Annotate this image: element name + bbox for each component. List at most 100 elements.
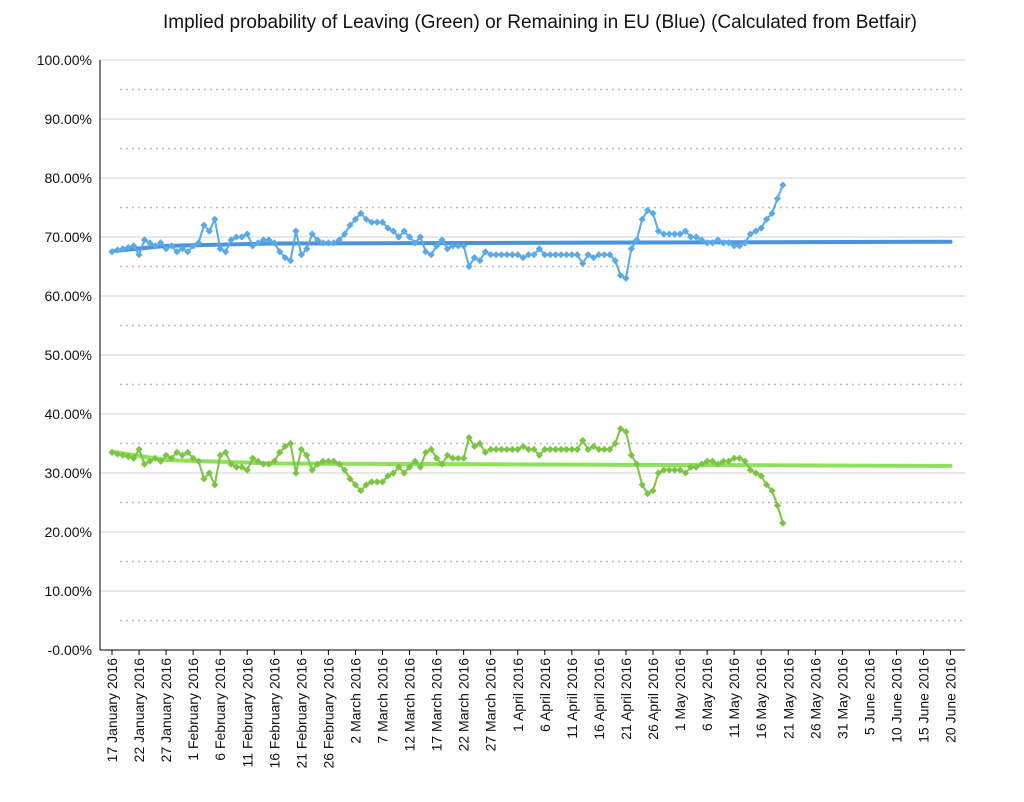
marker <box>270 239 278 247</box>
marker <box>146 457 154 465</box>
marker <box>643 490 652 498</box>
marker <box>676 466 684 474</box>
marker <box>319 239 327 247</box>
marker <box>508 251 516 259</box>
marker <box>730 454 738 462</box>
marker <box>681 227 690 235</box>
marker <box>378 218 387 226</box>
marker <box>270 457 278 465</box>
marker <box>514 445 522 453</box>
marker <box>773 501 782 510</box>
x-tick-label: 11 May 2016 <box>726 658 742 738</box>
marker <box>638 215 646 223</box>
marker <box>627 245 635 253</box>
x-tick-label: 7 March 2016 <box>375 658 391 744</box>
marker <box>708 239 717 247</box>
marker <box>454 242 462 250</box>
marker <box>405 463 414 471</box>
marker <box>503 445 511 453</box>
marker <box>357 209 365 217</box>
marker <box>573 251 581 259</box>
marker <box>119 245 127 253</box>
marker <box>562 445 571 453</box>
marker <box>470 254 479 262</box>
marker <box>368 478 376 486</box>
marker <box>535 245 543 253</box>
marker <box>497 445 506 453</box>
marker <box>135 251 143 259</box>
marker <box>211 481 219 489</box>
x-tick-label: 26 May 2016 <box>807 658 823 739</box>
marker <box>763 215 771 223</box>
y-tick-label: 40.00% <box>45 406 92 422</box>
marker <box>119 451 127 459</box>
marker <box>622 428 630 436</box>
marker <box>167 454 176 462</box>
marker <box>519 254 527 262</box>
marker <box>779 181 787 189</box>
marker <box>465 262 473 271</box>
marker <box>324 457 332 465</box>
marker <box>725 239 733 247</box>
marker <box>773 195 782 203</box>
marker <box>460 454 468 462</box>
marker <box>579 436 587 445</box>
marker <box>194 457 203 465</box>
marker <box>276 448 284 456</box>
marker <box>433 454 441 462</box>
marker <box>378 478 387 486</box>
marker <box>113 450 122 458</box>
marker <box>254 457 262 465</box>
marker <box>227 460 235 468</box>
marker <box>243 230 251 238</box>
y-tick-label: 20.00% <box>45 524 92 540</box>
marker <box>719 239 727 247</box>
marker <box>178 451 186 459</box>
marker <box>178 245 186 253</box>
marker <box>395 463 403 471</box>
marker <box>492 251 500 259</box>
marker <box>384 472 392 480</box>
marker <box>470 442 479 451</box>
marker <box>654 469 663 477</box>
marker <box>568 251 576 259</box>
x-tick-label: 27 March 2016 <box>483 658 499 752</box>
marker <box>698 236 706 244</box>
marker <box>530 445 538 453</box>
marker <box>238 463 246 471</box>
marker <box>157 457 165 465</box>
marker <box>449 242 457 250</box>
trend-line <box>110 239 953 254</box>
marker <box>167 242 176 250</box>
marker <box>416 463 424 471</box>
marker <box>346 475 354 483</box>
marker <box>703 457 711 465</box>
marker <box>524 251 533 259</box>
marker <box>735 454 744 462</box>
marker <box>324 239 332 247</box>
marker <box>389 469 397 477</box>
marker <box>173 448 181 456</box>
marker <box>768 487 776 495</box>
marker <box>497 251 506 259</box>
marker <box>276 248 284 256</box>
marker <box>341 230 349 238</box>
marker <box>292 469 300 477</box>
marker <box>665 230 673 238</box>
marker <box>184 248 192 256</box>
marker <box>514 251 522 259</box>
marker <box>395 233 403 241</box>
marker <box>698 460 706 468</box>
marker <box>400 469 408 477</box>
marker <box>584 251 592 259</box>
marker <box>562 251 571 259</box>
marker <box>238 233 246 241</box>
marker <box>757 472 765 480</box>
marker <box>411 457 419 465</box>
marker <box>546 445 554 453</box>
marker <box>454 454 462 462</box>
marker <box>427 251 435 259</box>
marker <box>249 242 257 250</box>
marker <box>227 236 235 244</box>
marker <box>292 227 300 235</box>
